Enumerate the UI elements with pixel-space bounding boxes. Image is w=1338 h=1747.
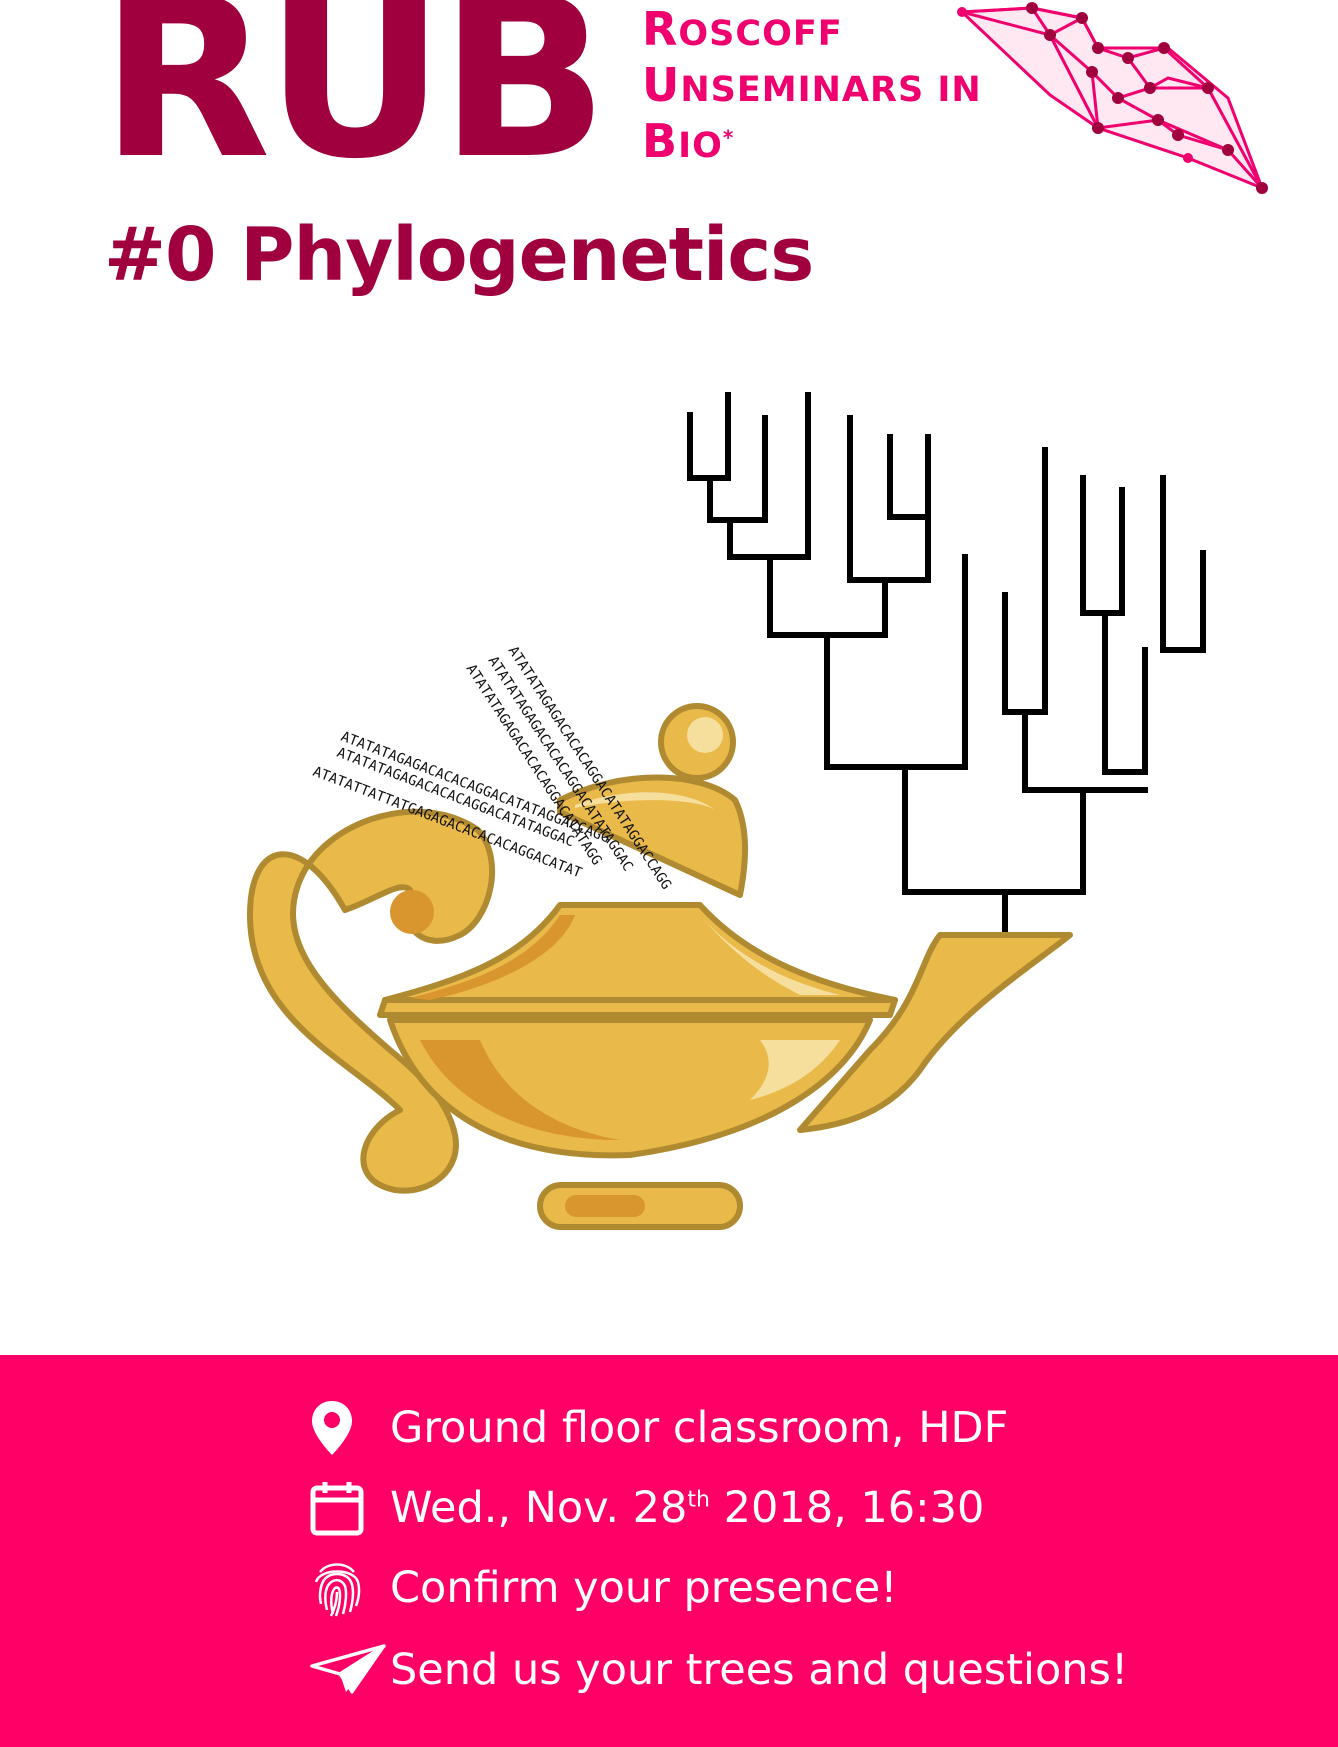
phylogenetic-tree-icon — [687, 392, 1206, 953]
subtitle-line-2: UNSEMINARS IN — [642, 62, 982, 118]
location-pin-icon — [310, 1398, 390, 1458]
confirm-row: Confirm your presence! — [310, 1558, 897, 1618]
rub-logo: RUB — [100, 0, 608, 208]
subtitle-rest: IO — [678, 126, 723, 166]
date-text: Wed., Nov. 28th 2018, 16:30 — [390, 1483, 984, 1533]
send-text: Send us your trees and questions! — [390, 1645, 1129, 1695]
location-row: Ground floor classroom, HDF — [310, 1398, 1008, 1458]
calendar-icon — [310, 1478, 390, 1538]
date-suffix: 2018, 16:30 — [709, 1483, 985, 1533]
genie-lamp-icon — [247, 703, 1073, 1230]
network-logo-icon — [957, 2, 1268, 194]
date-row: Wed., Nov. 28th 2018, 16:30 — [310, 1478, 984, 1538]
lamp-tree-illustration: ATATATAGAGACACACAGGACATATAGGACCAGG ATATA… — [247, 392, 1206, 1230]
subtitle-rest: OSCOFF — [678, 14, 843, 54]
location-text: Ground floor classroom, HDF — [390, 1403, 1009, 1453]
subtitle-asterisk: * — [722, 125, 735, 150]
subtitle-initial: B — [642, 114, 679, 168]
confirm-text: Confirm your presence! — [390, 1563, 898, 1613]
subtitle-initial: U — [642, 58, 681, 112]
subtitle-line-3: BIO* — [642, 118, 982, 174]
paper-plane-icon — [310, 1640, 390, 1700]
subtitle-line-1: ROSCOFF — [642, 6, 982, 62]
fingerprint-icon — [310, 1558, 390, 1618]
send-row: Send us your trees and questions! — [310, 1640, 1128, 1700]
subtitle-initial: R — [642, 2, 679, 56]
subtitle-rest: NSEMINARS IN — [680, 70, 982, 110]
series-subtitle: ROSCOFF UNSEMINARS IN BIO* — [642, 6, 982, 174]
date-prefix: Wed., Nov. 28 — [390, 1483, 688, 1533]
info-footer: Ground floor classroom, HDF Wed., Nov. 2… — [0, 1355, 1338, 1747]
date-ordinal: th — [687, 1487, 710, 1513]
session-title: #0 Phylogenetics — [104, 212, 814, 298]
